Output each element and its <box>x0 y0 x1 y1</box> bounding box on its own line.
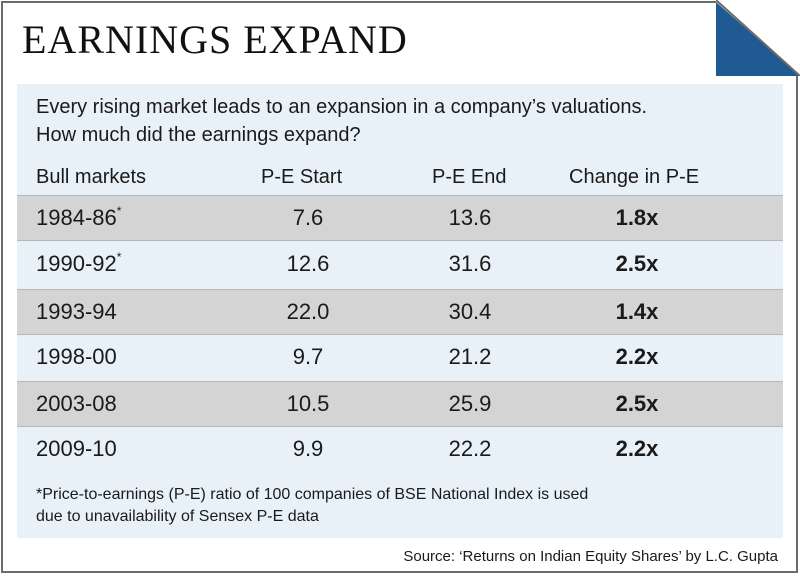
pe-change-cell: 2.2x <box>615 344 659 369</box>
pe-start-cell: 9.9 <box>292 436 324 461</box>
intro-line-1: Every rising market leads to an expansio… <box>36 96 648 118</box>
pe-start-cell: 12.6 <box>286 251 330 276</box>
column-header-bull-markets: Bull markets <box>36 166 147 188</box>
intro-line-2: How much did the earnings expand? <box>36 124 361 146</box>
pe-start-cell: 10.5 <box>286 391 330 416</box>
column-header-pe-end: P-E End <box>432 166 507 188</box>
column-header-change: Change in P-E <box>569 166 700 188</box>
column-header-pe-start: P-E Start <box>261 166 343 188</box>
footnote-line-1: *Price-to-earnings (P-E) ratio of 100 co… <box>36 486 589 503</box>
pe-change-cell: 1.8x <box>615 205 659 230</box>
page-title: EARNINGS EXPAND <box>22 17 408 62</box>
table-row: 1998-00 9.7 21.2 2.2x <box>17 335 783 381</box>
pe-end-cell: 30.4 <box>448 299 492 324</box>
table-row: 1984-86* 7.6 13.6 1.8x <box>17 195 783 241</box>
source-credit: Source: ‘Returns on Indian Equity Shares… <box>403 548 778 565</box>
period-cell: 1990-92* <box>36 249 122 276</box>
pe-end-cell: 21.2 <box>448 344 492 369</box>
period-cell: 1993-94 <box>36 299 117 324</box>
period-cell: 1998-00 <box>36 344 117 369</box>
pe-change-cell: 2.2x <box>615 436 659 461</box>
intro-text: Every rising market leads to an expansio… <box>36 93 736 149</box>
pe-change-cell: 2.5x <box>615 391 659 416</box>
table-row: 2009-10 9.9 22.2 2.2x <box>17 427 783 473</box>
pe-end-cell: 25.9 <box>448 391 492 416</box>
period-cell: 1984-86* <box>36 203 122 230</box>
table-row: 1993-94 22.0 30.4 1.4x <box>17 289 783 335</box>
footnote-line-2: due to unavailability of Sensex P-E data <box>36 508 319 525</box>
pe-change-cell: 1.4x <box>615 299 659 324</box>
footnote: *Price-to-earnings (P-E) ratio of 100 co… <box>36 484 588 528</box>
period-cell: 2009-10 <box>36 436 117 461</box>
pe-start-cell: 9.7 <box>292 344 324 369</box>
pe-end-cell: 31.6 <box>448 251 492 276</box>
period-cell: 2003-08 <box>36 391 117 416</box>
pe-end-cell: 22.2 <box>448 436 492 461</box>
table-row: 2003-08 10.5 25.9 2.5x <box>17 381 783 427</box>
pe-change-cell: 2.5x <box>615 251 659 276</box>
pe-end-cell: 13.6 <box>448 205 492 230</box>
table-row: 1990-92* 12.6 31.6 2.5x <box>17 242 783 288</box>
folded-corner-icon <box>716 0 800 76</box>
pe-start-cell: 22.0 <box>286 299 330 324</box>
pe-start-cell: 7.6 <box>292 205 324 230</box>
